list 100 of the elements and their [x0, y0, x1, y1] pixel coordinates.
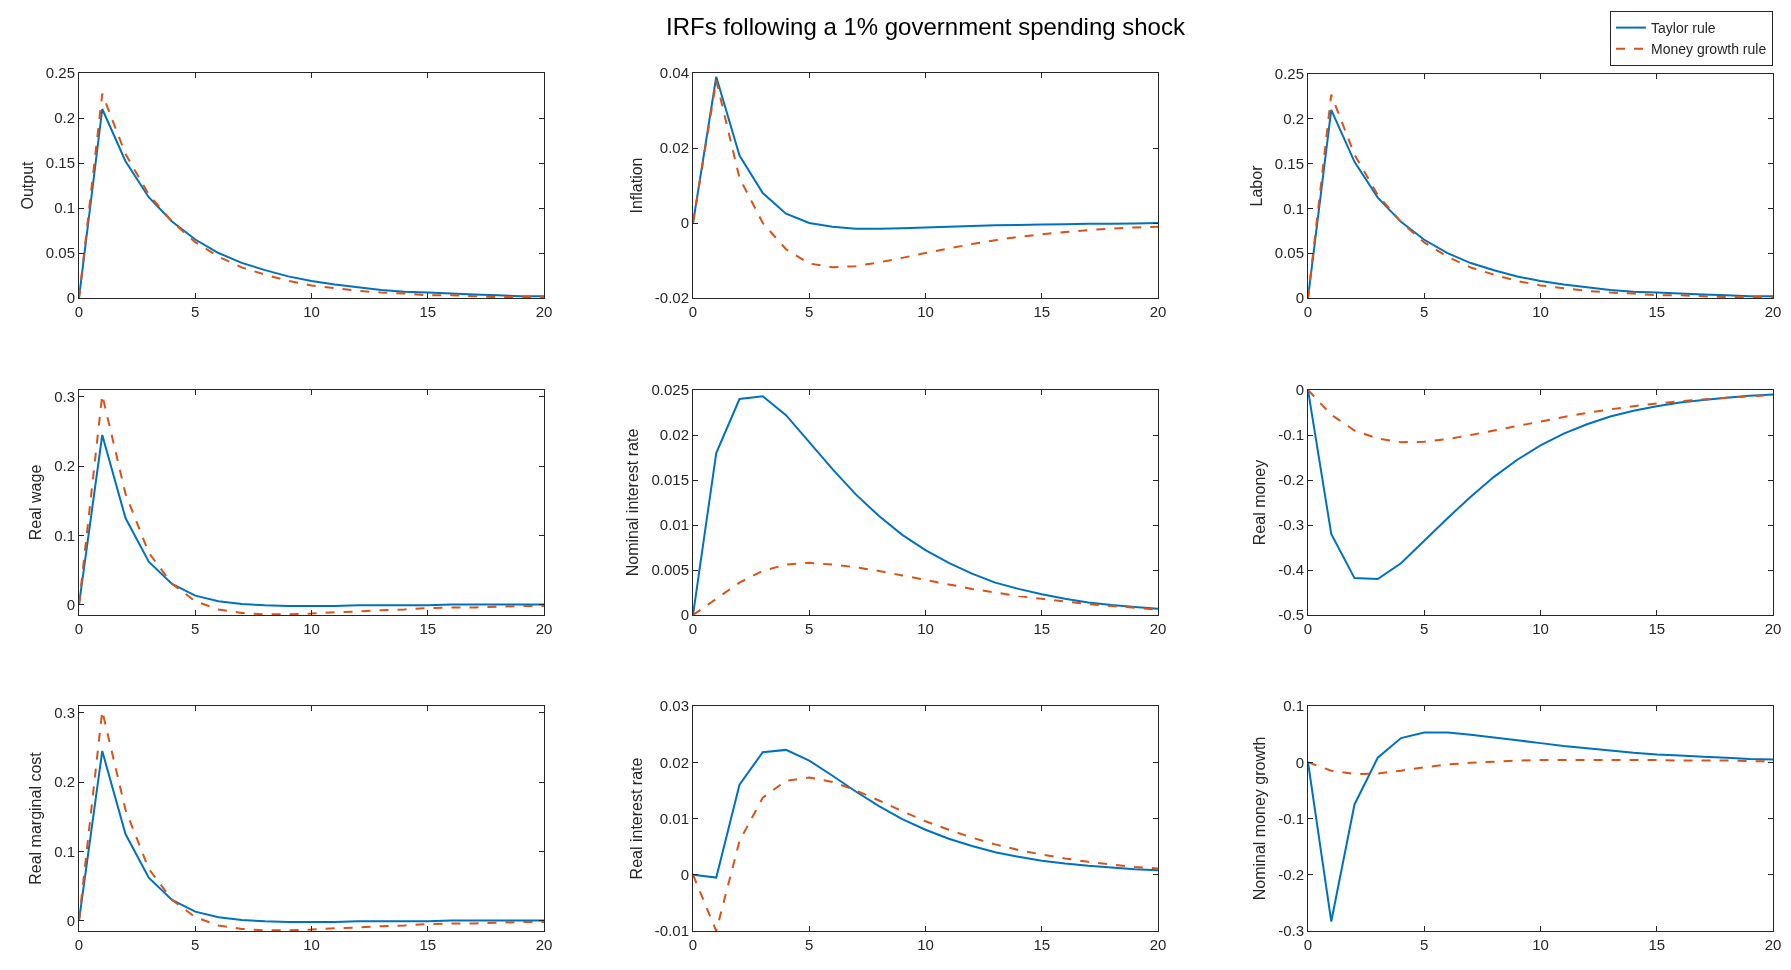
y-tick-label: 0.15 — [1274, 154, 1304, 172]
y-tick-label: 0 — [66, 595, 75, 613]
line-series — [1308, 390, 1773, 580]
y-tick-label: 0.02 — [659, 426, 689, 444]
line-series — [693, 395, 1158, 615]
x-tick-label: 5 — [191, 620, 200, 637]
y-tick-label: -0.4 — [1278, 561, 1304, 579]
y-tick-label: 0.25 — [1274, 65, 1304, 83]
x-tick-label: 5 — [1420, 620, 1429, 637]
y-tick-label: 0 — [66, 911, 75, 929]
x-tick-label: 20 — [1149, 303, 1167, 320]
x-tick-label: 10 — [303, 620, 320, 637]
x-tick-label: 20 — [535, 620, 553, 637]
y-axis-title: Real wage — [27, 464, 45, 541]
x-tick-label: 15 — [1648, 936, 1666, 953]
y-tick-label: 0.25 — [45, 64, 75, 82]
x-tick-label: 5 — [191, 936, 200, 953]
y-tick-label: -0.3 — [1278, 516, 1304, 534]
x-tick-label: 10 — [1532, 936, 1549, 953]
y-tick-label: -0.01 — [654, 922, 689, 940]
x-tick-label: 15 — [1648, 303, 1666, 320]
x-tick-label: 15 — [1033, 303, 1051, 320]
y-tick-label: 0.15 — [45, 154, 75, 172]
y-tick-label: -0.2 — [1278, 866, 1304, 883]
y-tick-label: 0.1 — [54, 199, 75, 217]
y-tick-label: 0.03 — [659, 697, 689, 715]
y-tick-label: 0 — [66, 289, 75, 307]
y-tick-label: 0.1 — [54, 526, 75, 544]
y-tick-label: 0.2 — [54, 457, 75, 475]
x-tick-label: 20 — [1149, 620, 1167, 637]
y-tick-label: 0.1 — [1283, 199, 1304, 217]
x-tick-label: 5 — [1420, 303, 1429, 320]
y-tick-label: 0.1 — [1283, 697, 1304, 715]
y-tick-label: -0.3 — [1278, 922, 1304, 940]
line-series — [693, 79, 1158, 269]
x-tick-label: 20 — [1764, 620, 1782, 637]
y-tick-label: 0.05 — [45, 244, 75, 262]
x-tick-label: 10 — [303, 303, 320, 320]
y-tick-label: 0.05 — [1274, 244, 1304, 262]
y-tick-label: 0 — [1295, 289, 1304, 307]
y-tick-label: 0.3 — [54, 388, 75, 406]
y-axis-title: Nominal money growth — [1251, 736, 1269, 901]
line-series — [693, 748, 1158, 879]
x-tick-label: 10 — [303, 936, 320, 953]
y-tick-label: 0.1 — [54, 842, 75, 860]
y-axis-title: Labor — [1247, 164, 1265, 207]
x-tick-label: 10 — [917, 303, 934, 320]
line-series — [79, 434, 544, 607]
y-tick-label: -0.5 — [1278, 606, 1304, 624]
y-tick-label: 0 — [1295, 753, 1304, 771]
y-tick-label: 0.005 — [651, 561, 689, 579]
y-tick-label: 0.2 — [54, 773, 75, 791]
y-tick-label: 0.02 — [659, 753, 689, 771]
x-tick-label: 15 — [419, 936, 437, 953]
chart-title: IRFs following a 1% government spending shock — [666, 12, 1186, 40]
y-tick-label: 0.04 — [659, 64, 689, 82]
x-tick-label: 10 — [1532, 303, 1549, 320]
y-tick-label: 0.015 — [651, 471, 689, 489]
x-tick-label: 10 — [1532, 620, 1549, 637]
y-axis-title: Real interest rate — [627, 757, 645, 880]
x-tick-label: 15 — [1033, 620, 1051, 637]
legend-label: Money growth rule — [1651, 41, 1767, 58]
y-tick-label: 0 — [1295, 381, 1304, 399]
x-tick-label: 5 — [805, 936, 814, 953]
y-tick-label: 0.2 — [54, 109, 75, 127]
y-axis-title: Output — [18, 160, 36, 210]
x-tick-label: 20 — [1149, 936, 1167, 953]
x-tick-label: 20 — [535, 936, 553, 953]
x-tick-label: 20 — [1764, 936, 1782, 953]
x-tick-label: 5 — [191, 303, 200, 320]
y-tick-label: 0.025 — [651, 381, 689, 399]
x-tick-label: 10 — [917, 620, 934, 637]
y-tick-label: 0.2 — [1283, 110, 1304, 128]
legend-label: Taylor rule — [1651, 20, 1716, 37]
x-tick-label: 10 — [917, 936, 934, 953]
y-axis-title: Nominal interest rate — [624, 428, 642, 577]
x-tick-label: 5 — [1420, 936, 1429, 953]
y-tick-label: 0.02 — [659, 139, 689, 157]
line-series — [79, 750, 544, 923]
y-tick-label: -0.1 — [1278, 426, 1304, 444]
line-series — [693, 776, 1158, 931]
x-tick-label: 15 — [419, 303, 437, 320]
y-tick-label: 0.3 — [54, 704, 75, 722]
x-tick-label: 20 — [535, 303, 553, 320]
x-tick-label: 15 — [1033, 936, 1051, 953]
x-tick-label: 5 — [805, 620, 814, 637]
y-tick-label: -0.2 — [1278, 471, 1304, 489]
y-tick-label: 0.01 — [659, 516, 689, 534]
y-axis-title: Real money — [1251, 459, 1269, 546]
y-tick-label: 0 — [680, 866, 689, 883]
x-tick-label: 20 — [1764, 303, 1782, 320]
x-tick-label: 5 — [805, 303, 814, 320]
y-tick-label: -0.02 — [654, 289, 689, 307]
y-axis-title: Inflation — [627, 157, 645, 214]
y-tick-label: 0 — [680, 214, 689, 232]
y-tick-label: 0 — [680, 606, 689, 624]
line-series — [1308, 731, 1773, 923]
y-tick-label: 0.01 — [659, 809, 689, 827]
x-tick-label: 15 — [419, 620, 437, 637]
y-tick-label: -0.1 — [1278, 809, 1304, 827]
